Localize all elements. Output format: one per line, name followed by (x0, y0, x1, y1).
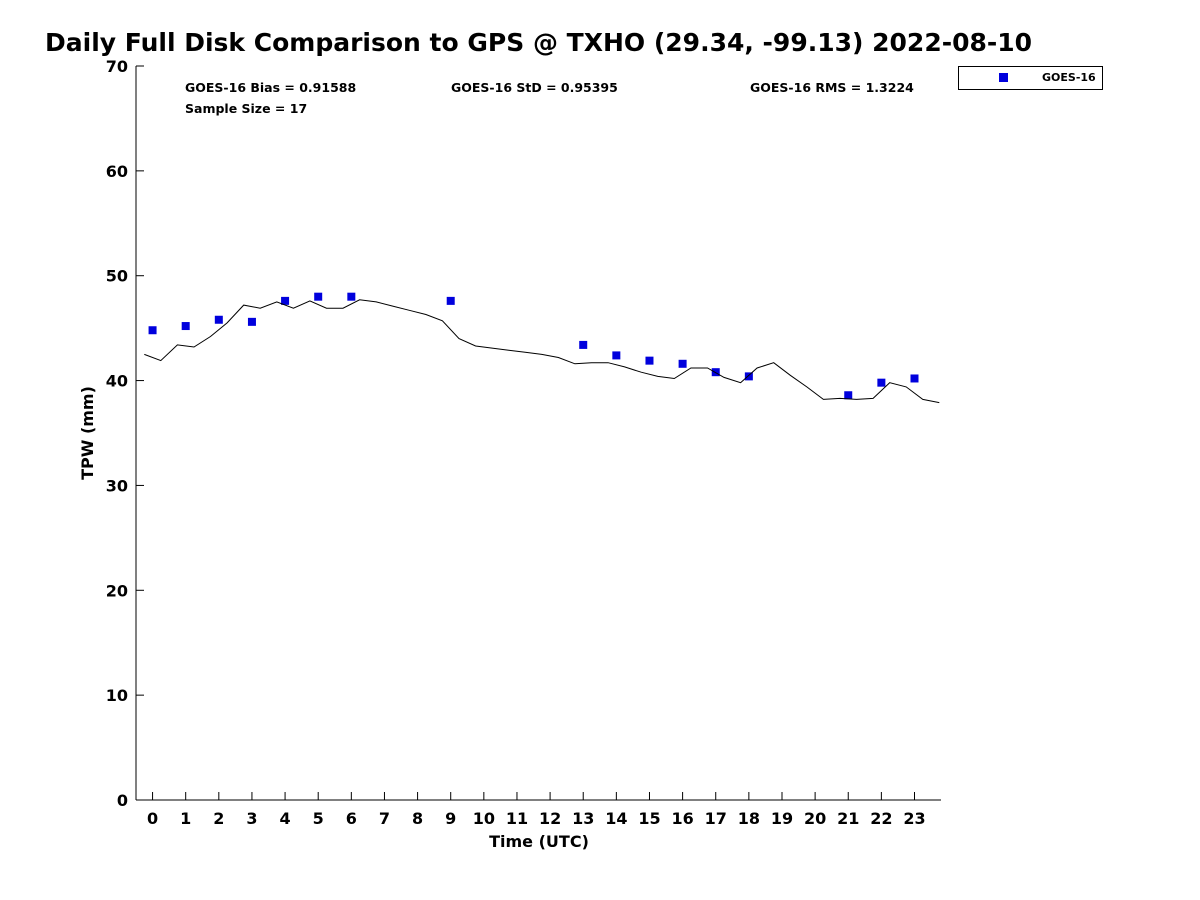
x-tick-label: 19 (771, 809, 793, 828)
x-tick-label: 23 (903, 809, 925, 828)
y-tick-label: 50 (106, 267, 128, 286)
goes-16-point (612, 351, 621, 360)
goes-16-point (314, 292, 323, 301)
goes-16-point (910, 374, 919, 383)
goes-16-point (181, 322, 190, 331)
x-tick-label: 2 (213, 809, 224, 828)
x-tick-label: 10 (473, 809, 495, 828)
legend-marker-square (999, 73, 1008, 82)
x-tick-label: 1 (180, 809, 191, 828)
goes-16-point (744, 372, 753, 381)
x-tick-label: 8 (412, 809, 423, 828)
y-tick-label: 20 (106, 581, 128, 600)
bias-stat: GOES-16 Bias = 0.91588 (185, 80, 357, 95)
y-tick-label: 60 (106, 162, 128, 181)
x-tick-label: 15 (638, 809, 660, 828)
goes-16-point (148, 326, 157, 335)
sample-size-stat: Sample Size = 17 (185, 101, 308, 116)
chart-title: Daily Full Disk Comparison to GPS @ TXHO… (45, 28, 1033, 57)
x-tick-label: 3 (246, 809, 257, 828)
x-tick-label: 13 (572, 809, 594, 828)
std-stat: GOES-16 StD = 0.95395 (451, 80, 618, 95)
y-axis-label: TPW (mm) (78, 386, 97, 480)
goes-16-point (281, 296, 290, 305)
rms-stat: GOES-16 RMS = 1.3224 (750, 80, 914, 95)
x-tick-label: 4 (280, 809, 291, 828)
y-tick-label: 30 (106, 476, 128, 495)
goes-16-point (645, 356, 654, 365)
x-tick-label: 14 (605, 809, 627, 828)
y-tick-label: 10 (106, 686, 128, 705)
x-tick-label: 17 (705, 809, 727, 828)
goes-16-point (877, 378, 886, 387)
x-tick-label: 0 (147, 809, 158, 828)
legend: GOES-16 (958, 66, 1103, 90)
x-tick-label: 9 (445, 809, 456, 828)
x-tick-label: 11 (506, 809, 528, 828)
goes-16-point (247, 317, 256, 326)
gps-line-series (144, 299, 940, 404)
goes-16-point (347, 292, 356, 301)
y-tick-label: 0 (117, 791, 128, 810)
goes-16-point (844, 391, 853, 400)
x-tick-label: 7 (379, 809, 390, 828)
y-tick-label: 70 (106, 57, 128, 76)
x-tick-label: 12 (539, 809, 561, 828)
x-tick-label: 18 (738, 809, 760, 828)
y-tick-label: 40 (106, 372, 128, 391)
x-axis-label: Time (UTC) (489, 832, 589, 851)
x-tick-label: 6 (346, 809, 357, 828)
goes-16-point (446, 296, 455, 305)
goes-16-point (214, 315, 223, 324)
goes-16-point (579, 340, 588, 349)
x-tick-label: 16 (671, 809, 693, 828)
x-tick-label: 5 (313, 809, 324, 828)
x-tick-label: 22 (870, 809, 892, 828)
goes-16-point (678, 359, 687, 368)
legend-label: GOES-16 (1042, 71, 1096, 84)
x-tick-label: 20 (804, 809, 826, 828)
x-tick-label: 21 (837, 809, 859, 828)
